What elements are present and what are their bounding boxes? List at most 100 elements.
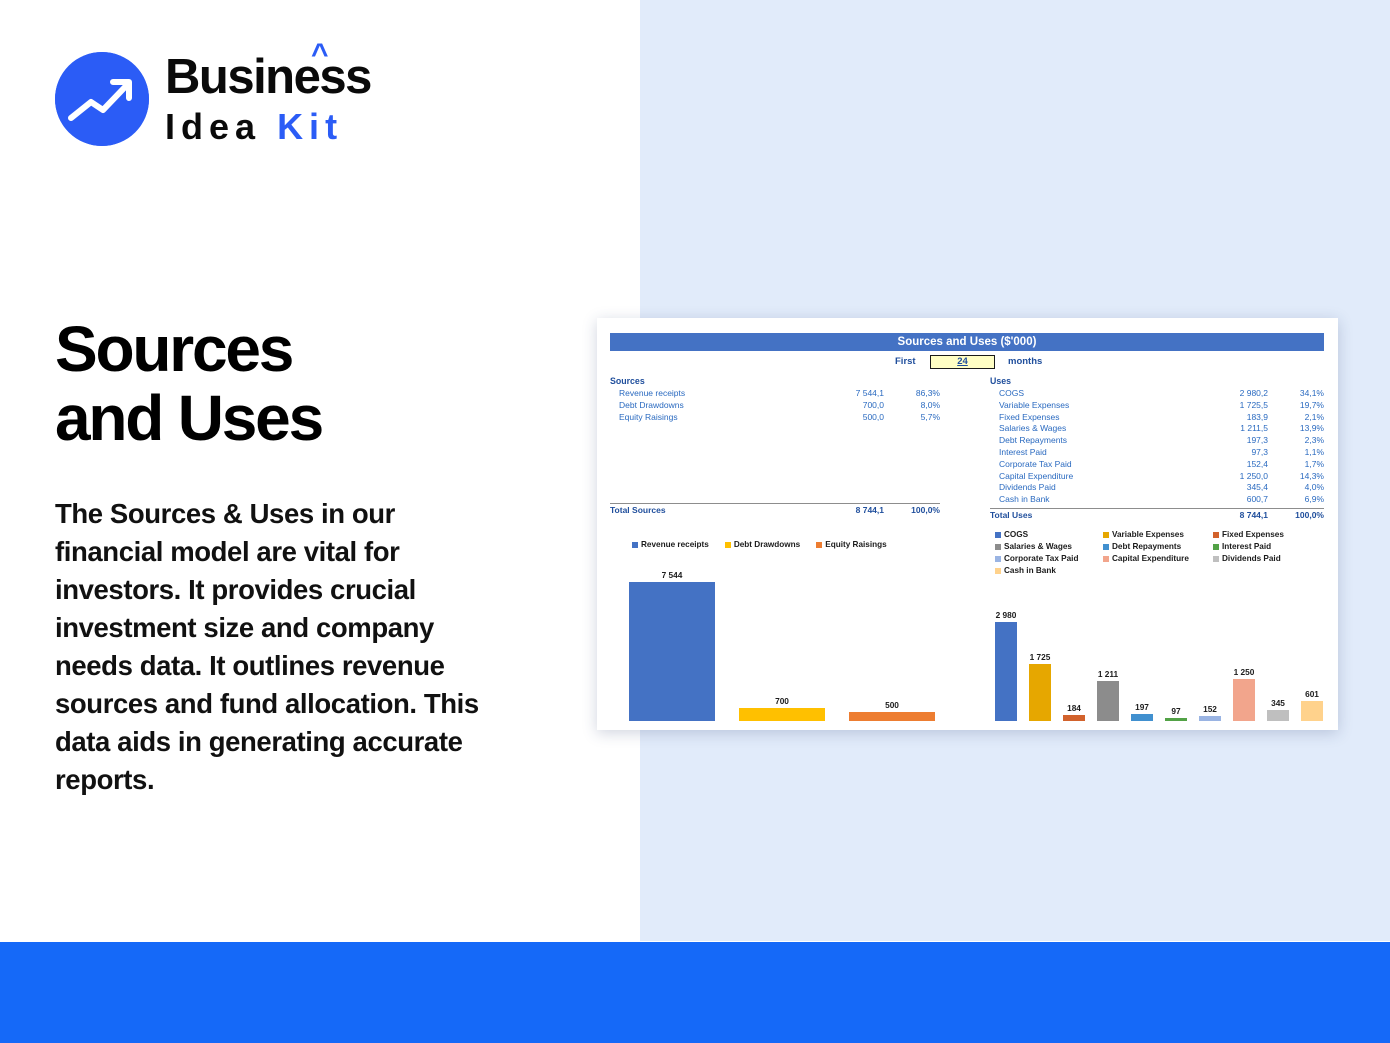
legend-item[interactable]: Variable Expenses bbox=[1103, 530, 1213, 539]
bar-column: 345 bbox=[1261, 606, 1295, 721]
bar-rect[interactable] bbox=[629, 582, 715, 721]
row-label: Debt Drawdowns bbox=[619, 399, 684, 410]
bar-rect[interactable] bbox=[994, 622, 1018, 721]
row-percent: 5,7% bbox=[920, 411, 940, 422]
row-percent: 14,3% bbox=[1299, 470, 1324, 481]
legend-item[interactable]: Fixed Expenses bbox=[1213, 530, 1315, 539]
legend-swatch-icon bbox=[816, 541, 823, 548]
row-label: Dividends Paid bbox=[999, 482, 1056, 493]
legend-label: Debt Repayments bbox=[1112, 542, 1182, 551]
legend-swatch-icon bbox=[1213, 543, 1219, 550]
bar-column: 7 544 bbox=[617, 566, 727, 721]
bar-value-label: 184 bbox=[1067, 702, 1081, 713]
legend-label: Fixed Expenses bbox=[1222, 530, 1284, 539]
legend-label: Salaries & Wages bbox=[1004, 542, 1072, 551]
legend-item[interactable]: Debt Repayments bbox=[1103, 542, 1213, 551]
table-row: Dividends Paid 345,4 4,0% bbox=[990, 482, 1324, 494]
table-row: Capital Expenditure 1 250,0 14,3% bbox=[990, 471, 1324, 483]
table-row: Debt Repayments 197,3 2,3% bbox=[990, 435, 1324, 447]
bar-rect[interactable] bbox=[1164, 717, 1188, 721]
legend-item[interactable]: Capital Expenditure bbox=[1103, 554, 1213, 563]
bar-rect[interactable] bbox=[1232, 679, 1256, 721]
row-label: Revenue receipts bbox=[619, 388, 686, 398]
months-input[interactable]: 24 bbox=[930, 355, 995, 369]
legend-label: Debt Drawdowns bbox=[733, 540, 801, 549]
table-row: Interest Paid 97,3 1,1% bbox=[990, 447, 1324, 459]
sources-heading: Sources bbox=[610, 376, 645, 386]
row-percent: 1,7% bbox=[1304, 458, 1324, 469]
row-value: 700,0 bbox=[862, 399, 884, 410]
legend-swatch-icon bbox=[1213, 531, 1219, 538]
legend-label: Variable Expenses bbox=[1112, 530, 1184, 539]
legend-label: Dividends Paid bbox=[1222, 554, 1281, 563]
bar-column: 197 bbox=[1125, 606, 1159, 721]
sources-chart-legend: Revenue receipts Debt Drawdowns Equity Rai… bbox=[632, 540, 952, 550]
bar-value-label: 152 bbox=[1203, 703, 1217, 714]
bar-value-label: 601 bbox=[1305, 689, 1319, 700]
legend-label: Interest Paid bbox=[1222, 542, 1272, 551]
bar-rect[interactable] bbox=[849, 711, 935, 721]
uses-table: Uses COGS 2 980,2 34,1% Variable Expense… bbox=[990, 376, 1324, 523]
bar-value-label: 700 bbox=[775, 696, 789, 707]
bar-rect[interactable] bbox=[1028, 663, 1052, 721]
bar-value-label: 345 bbox=[1271, 697, 1285, 708]
legend-swatch-icon bbox=[1103, 543, 1109, 550]
bar-rect[interactable] bbox=[1062, 714, 1086, 721]
total-value: 8 744,1 bbox=[1239, 509, 1268, 520]
bar-column: 601 bbox=[1295, 606, 1329, 721]
bar-value-label: 197 bbox=[1135, 702, 1149, 713]
uses-legend-grid: COGS Variable Expenses Fixed Expenses Salar… bbox=[995, 530, 1327, 575]
legend-item[interactable]: Corporate Tax Paid bbox=[995, 554, 1103, 563]
row-percent: 19,7% bbox=[1299, 399, 1324, 410]
legend-swatch-icon bbox=[995, 555, 1001, 562]
row-value: 345,4 bbox=[1246, 482, 1268, 493]
legend-item[interactable]: Revenue receipts bbox=[632, 540, 709, 549]
legend-swatch-icon bbox=[1103, 531, 1109, 538]
row-label: Salaries & Wages bbox=[999, 423, 1067, 434]
legend-item[interactable]: Cash in Bank bbox=[995, 566, 1103, 575]
bar-rect[interactable] bbox=[1300, 701, 1324, 721]
bar-rect[interactable] bbox=[739, 708, 825, 721]
bar-rect[interactable] bbox=[1266, 709, 1290, 721]
bar-rect[interactable] bbox=[1096, 680, 1120, 721]
legend-item[interactable]: Debt Drawdowns bbox=[724, 540, 801, 549]
total-label: Total Sources bbox=[610, 505, 666, 516]
bar-rect[interactable] bbox=[1130, 714, 1154, 721]
bar-rect[interactable] bbox=[1198, 715, 1222, 721]
table-row: Equity Raisings 500,0 5,7% bbox=[610, 412, 940, 424]
total-value: 8 744,1 bbox=[855, 505, 884, 516]
table-row: Fixed Expenses 183,9 2,1% bbox=[990, 412, 1324, 424]
row-label: Fixed Expenses bbox=[999, 411, 1060, 422]
row-value: 7 544,1 bbox=[855, 388, 884, 398]
legend-label: Cash in Bank bbox=[1004, 566, 1056, 575]
row-value: 600,7 bbox=[1246, 494, 1268, 505]
legend-item[interactable]: Salaries & Wages bbox=[995, 542, 1103, 551]
spreadsheet-title-bar: Sources and Uses ($'000) bbox=[610, 333, 1324, 351]
legend-label: Revenue receipts bbox=[641, 540, 709, 549]
sources-table: Sources Revenue receipts 7 544,1 86,3% D… bbox=[610, 376, 940, 518]
brand-wordmark: Business ^ Idea Kit bbox=[165, 40, 372, 145]
bar-value-label: 500 bbox=[885, 699, 899, 710]
legend-item[interactable]: COGS bbox=[995, 530, 1103, 539]
months-control-row: First 24 months bbox=[610, 355, 1324, 371]
bar-column: 500 bbox=[837, 566, 947, 721]
table-row: Debt Drawdowns 700,0 8,0% bbox=[610, 400, 940, 412]
row-percent: 8,0% bbox=[920, 399, 940, 410]
row-label: Variable Expenses bbox=[999, 399, 1070, 410]
legend-item[interactable]: Equity Raisings bbox=[816, 540, 887, 549]
bar-column: 97 bbox=[1159, 606, 1193, 721]
row-value: 500,0 bbox=[862, 411, 884, 422]
row-value: 2 980,2 bbox=[1239, 388, 1268, 398]
uses-chart-legend: COGS Variable Expenses Fixed Expenses Salar… bbox=[995, 530, 1327, 575]
legend-item[interactable]: Dividends Paid bbox=[1213, 554, 1315, 563]
legend-label: Equity Raisings bbox=[825, 540, 887, 549]
legend-item[interactable]: Interest Paid bbox=[1213, 542, 1315, 551]
legend-swatch-icon bbox=[995, 531, 1001, 538]
bar-value-label: 1 211 bbox=[1097, 668, 1119, 679]
spreadsheet-screenshot-card: Sources and Uses ($'000) First 24 months… bbox=[597, 318, 1338, 730]
bar-column: 184 bbox=[1057, 606, 1091, 721]
brand-circumflex-accent: ^ bbox=[311, 38, 329, 71]
bar-column: 1 211 bbox=[1091, 606, 1125, 721]
months-prefix-label: First bbox=[895, 356, 916, 367]
row-label: COGS bbox=[999, 388, 1025, 398]
